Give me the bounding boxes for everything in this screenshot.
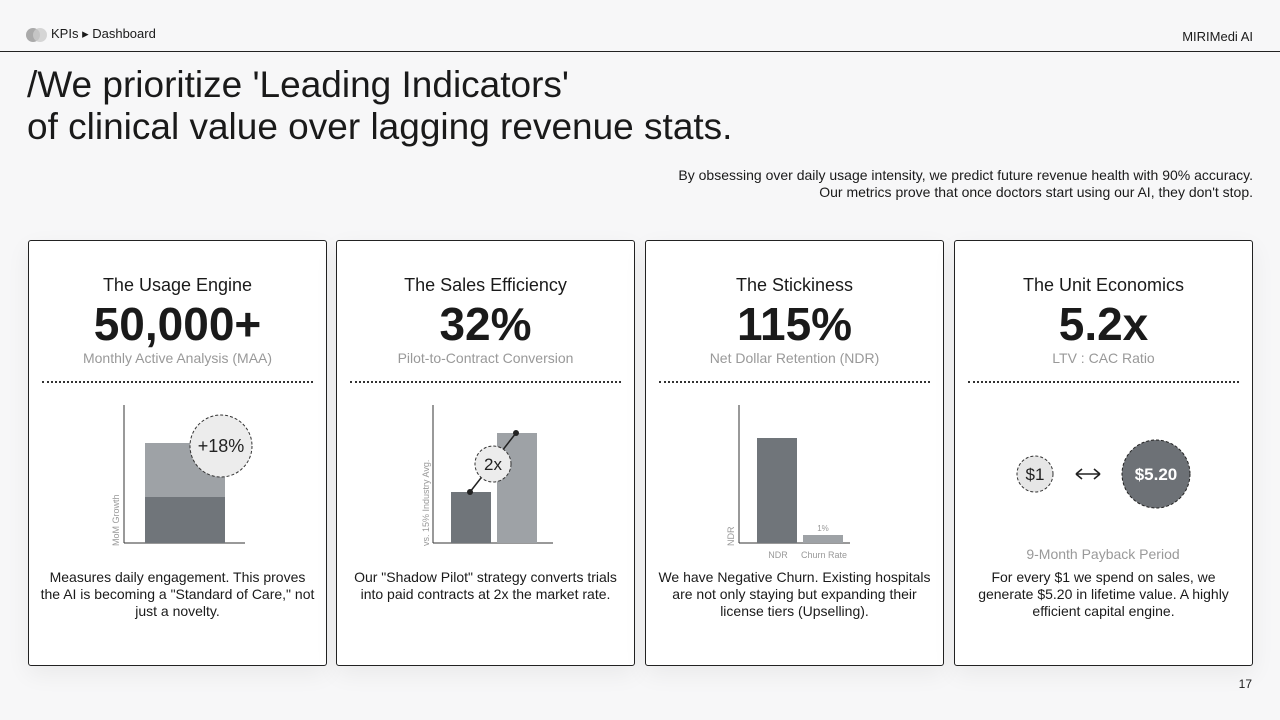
card-value: 115% <box>736 298 853 350</box>
card-label: Net Dollar Retention (NDR) <box>709 350 880 366</box>
card-title: The Usage Engine <box>102 275 253 295</box>
breadcrumb-item[interactable]: Dashboard <box>92 26 156 41</box>
title-line: of clinical value over lagging revenue s… <box>27 106 733 147</box>
card-title: The Sales Efficiency <box>404 275 567 295</box>
divider <box>350 381 621 383</box>
card-label: Pilot-to-Contract Conversion <box>397 350 574 366</box>
kpi-card: The Stickiness 115% Net Dollar Retention… <box>645 240 944 666</box>
divider <box>968 381 1239 383</box>
card-value: 32% <box>439 298 532 350</box>
kpi-card: The Usage Engine 50,000+ Monthly Active … <box>28 240 327 666</box>
card-title: The Unit Economics <box>1022 275 1185 295</box>
subtitle-line: By obsessing over daily usage intensity,… <box>678 167 1253 183</box>
kpi-card: The Sales Efficiency 32% Pilot-to-Contra… <box>336 240 635 666</box>
breadcrumb: KPIs ▸ Dashboard <box>51 26 156 41</box>
page-number: 17 <box>1238 677 1252 691</box>
card-title: The Stickiness <box>735 275 854 295</box>
brand: MIRIMedi AI <box>1182 29 1253 44</box>
card-description: Measures daily engagement. This proves t… <box>40 569 315 619</box>
breadcrumb-item[interactable]: KPIs <box>51 26 79 41</box>
card-label: Monthly Active Analysis (MAA) <box>82 350 273 366</box>
card-description: For every $1 we spend on sales, we gener… <box>978 569 1229 619</box>
title: /We prioritize 'Leading Indicators' of c… <box>27 64 732 148</box>
subtitle-line: Our metrics prove that once doctors star… <box>819 184 1253 200</box>
divider <box>659 381 930 383</box>
divider <box>42 381 313 383</box>
header-rule <box>0 51 1280 52</box>
card-description: We have Negative Churn. Existing hospita… <box>658 569 931 619</box>
card-label: LTV : CAC Ratio <box>1052 350 1155 366</box>
subtitle: By obsessing over daily usage intensity,… <box>678 167 1253 201</box>
breadcrumb-icon <box>26 28 47 42</box>
kpi-card: The Unit Economics 5.2x LTV : CAC Ratio … <box>954 240 1253 666</box>
card-description: Our "Shadow Pilot" strategy converts tri… <box>354 569 617 602</box>
title-line: /We prioritize 'Leading Indicators' <box>27 64 569 105</box>
card-value: 50,000+ <box>93 298 262 350</box>
card-value: 5.2x <box>1058 298 1149 350</box>
